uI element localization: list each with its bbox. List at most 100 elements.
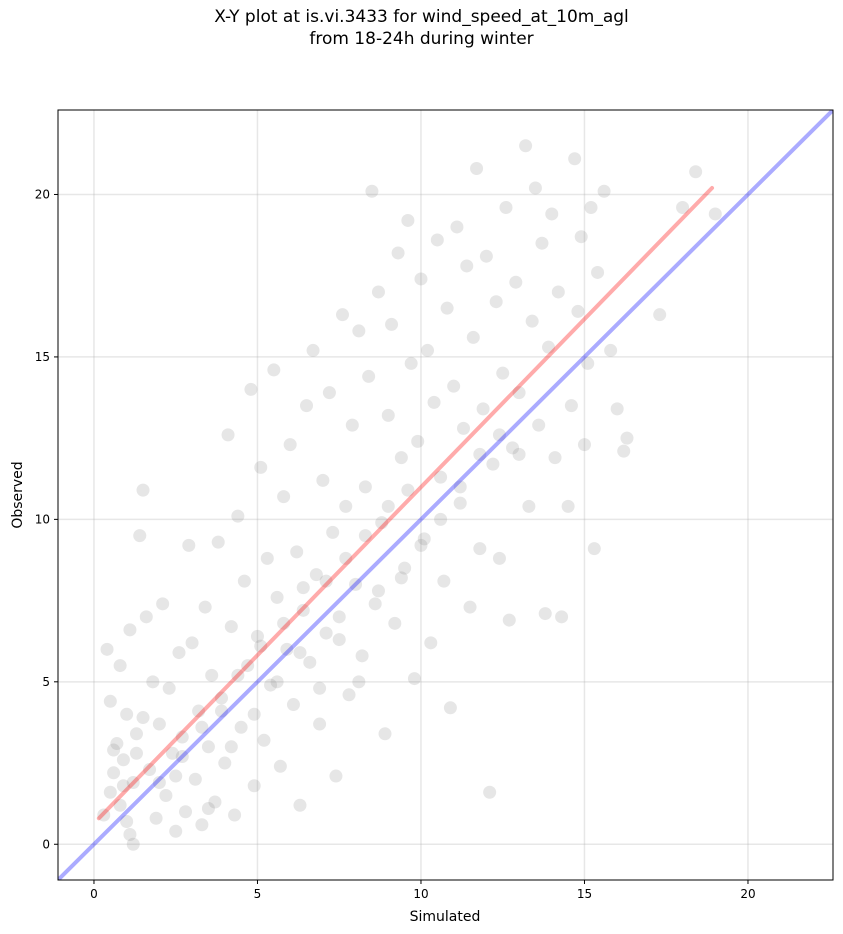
data-point [277,490,291,504]
data-point [381,408,395,422]
data-point [555,610,569,624]
data-point [355,649,369,663]
data-point [345,418,359,432]
data-point [394,451,408,465]
data-point [260,551,274,565]
data-point [215,704,229,718]
data-point [185,636,199,650]
data-point [486,457,500,471]
grid [58,110,833,880]
data-point [175,750,189,764]
data-point [306,343,320,357]
data-point [175,730,189,744]
y-tick-label: 5 [42,675,50,689]
data-point [113,798,127,812]
data-point [208,795,222,809]
reference-lines [58,110,833,880]
data-point [149,811,163,825]
data-point [332,610,346,624]
data-point [335,308,349,322]
data-point [453,480,467,494]
data-point [224,620,238,634]
data-point [267,363,281,377]
data-point [421,343,435,357]
data-point [440,301,454,315]
data-point [456,421,470,435]
data-point [250,629,264,643]
data-point [201,802,215,816]
plot-frame [57,109,834,881]
data-point [417,532,431,546]
data-point [401,213,415,227]
data-point [597,184,611,198]
data-point [676,200,690,214]
data-point [296,581,310,595]
data-point [581,356,595,370]
data-point [401,483,415,497]
data-point [591,265,605,279]
data-point [587,542,601,556]
x-tick-label: 5 [254,887,262,901]
data-point [604,343,618,357]
data-point [162,681,176,695]
data-point [564,399,578,413]
y-tick-label: 20 [35,187,50,201]
data-point [551,285,565,299]
data-point [394,571,408,585]
data-point [332,633,346,647]
data-point [385,317,399,331]
data-point [136,483,150,497]
y-tick-label: 0 [42,837,50,851]
data-point [172,646,186,660]
data-point [339,499,353,513]
data-point [610,402,624,416]
data-point [434,470,448,484]
data-point [358,480,372,494]
data-point [473,447,487,461]
data-point [329,769,343,783]
data-point [365,184,379,198]
data-point [689,165,703,179]
data-point [499,200,513,214]
data-point [617,444,631,458]
data-point [496,366,510,380]
data-point [293,646,307,660]
data-point [116,753,130,767]
data-point [411,434,425,448]
data-point [313,681,327,695]
data-point [103,694,117,708]
x-tick-label: 15 [577,887,592,901]
data-point [519,139,533,153]
data-point [237,574,251,588]
data-point [381,499,395,513]
data-point [525,314,539,328]
data-point [535,236,549,250]
data-point [512,447,526,461]
data-point [283,438,297,452]
data-point [126,837,140,851]
data-point [371,584,385,598]
data-point [169,769,183,783]
data-point [221,428,235,442]
data-point [492,428,506,442]
data-point [156,597,170,611]
data-point [352,324,366,338]
data-point [326,525,340,539]
data-point [165,746,179,760]
data-point [414,538,428,552]
chart-title-line-2: from 18-24h during winter [309,29,534,49]
data-point [492,551,506,565]
data-point [502,613,516,627]
data-point [133,529,147,543]
data-point [280,642,294,656]
data-point [538,607,552,621]
data-point [708,207,722,221]
data-point [123,623,137,637]
data-point [542,340,556,354]
x-tick-label: 20 [740,887,755,901]
data-point [120,707,134,721]
data-point [113,659,127,673]
data-point [568,152,582,166]
data-point [352,675,366,689]
data-point [179,805,193,819]
